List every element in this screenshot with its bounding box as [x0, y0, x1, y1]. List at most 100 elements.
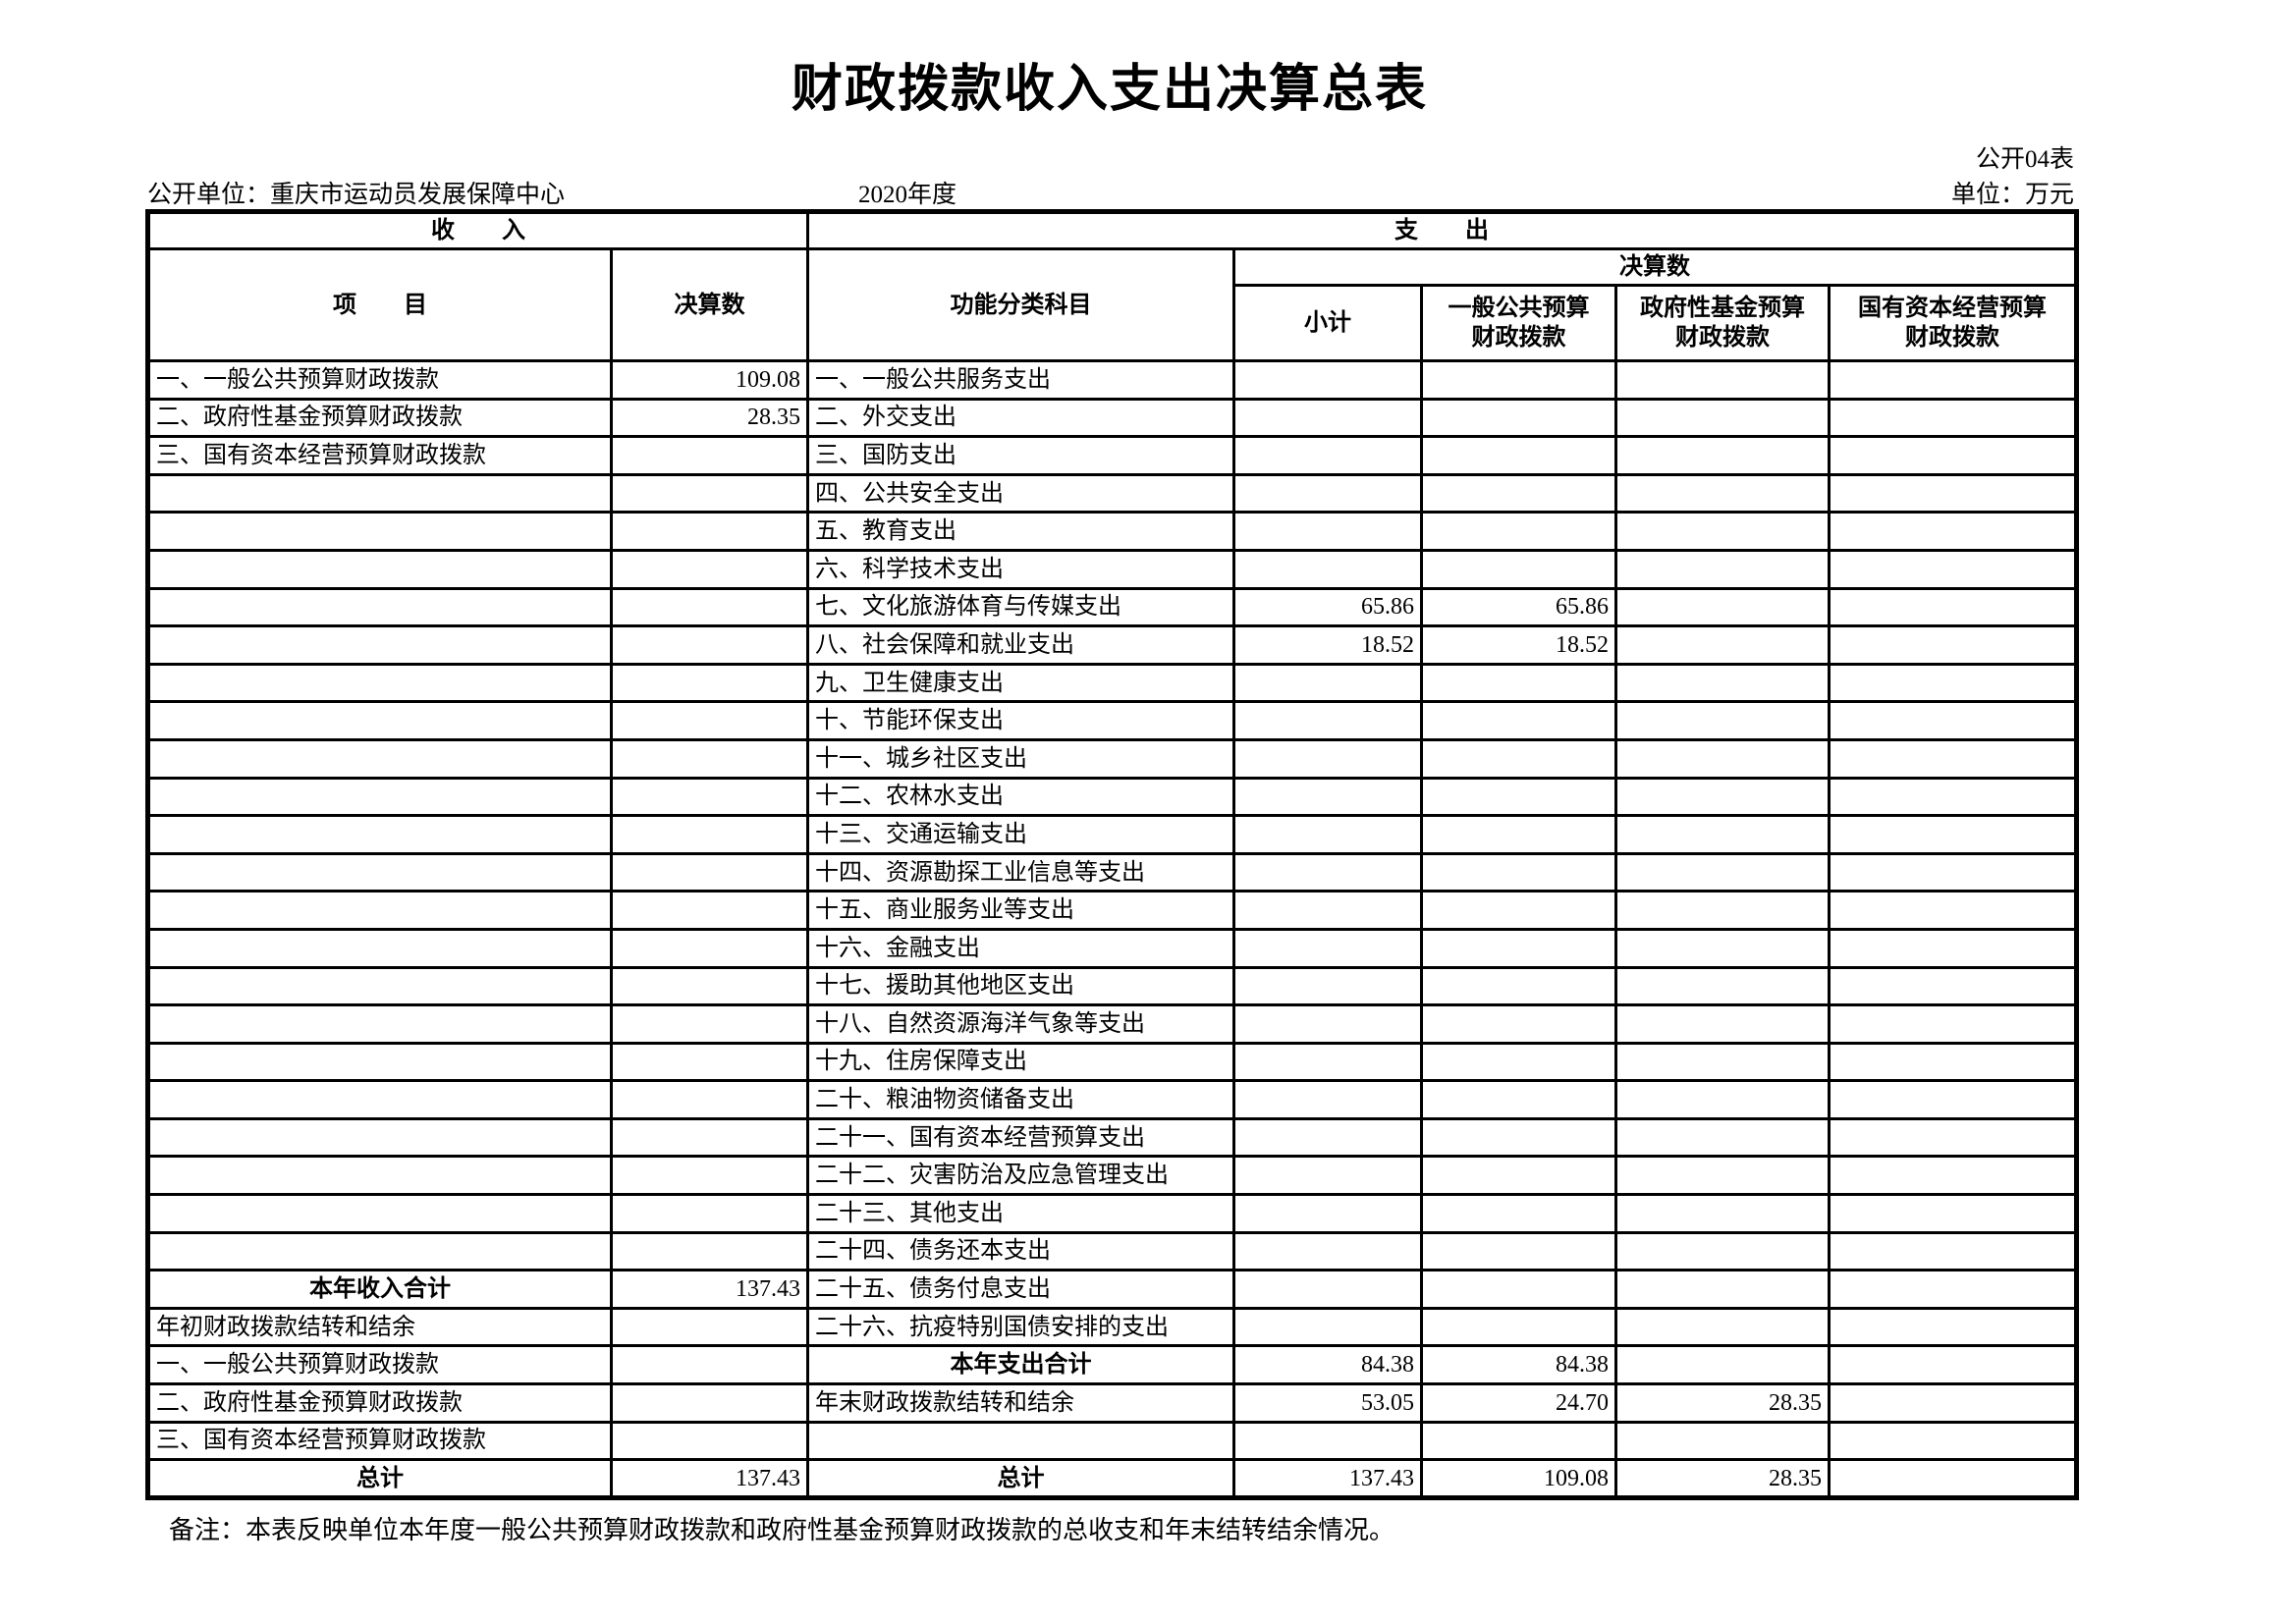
expense-fund-cell: 28.35	[1614, 1458, 1831, 1499]
expense-general-cell	[1420, 1079, 1617, 1120]
expense-subtotal-cell	[1232, 472, 1423, 514]
expense-item-cell: 一、一般公共服务支出	[806, 359, 1235, 401]
income-item-cell: 一、一般公共预算财政拨款	[146, 359, 613, 401]
expense-general-cell	[1420, 851, 1617, 893]
expense-general-cell	[1420, 359, 1617, 401]
expense-capital-cell	[1827, 359, 2079, 401]
expense-capital-cell	[1827, 1116, 2079, 1159]
expense-fund-cell	[1614, 359, 1831, 401]
income-amount-cell	[610, 1382, 809, 1424]
expense-fund-cell	[1614, 965, 1831, 1007]
expense-general-cell	[1420, 472, 1617, 514]
expense-capital-cell	[1827, 1079, 2079, 1120]
expense-general-cell	[1420, 1116, 1617, 1159]
income-item-cell	[146, 927, 613, 969]
expense-capital-cell	[1827, 1193, 2079, 1234]
expense-fund-cell	[1614, 397, 1831, 439]
expense-subtotal-cell	[1232, 927, 1423, 969]
section-header-row: 收 入 支 出	[146, 210, 2079, 250]
expense-fund-cell	[1614, 1193, 1831, 1234]
expense-general-cell	[1420, 700, 1617, 741]
expense-subtotal-cell: 18.52	[1232, 624, 1423, 666]
general-public-budget-column-header: 一般公共预算 财政拨款	[1420, 284, 1617, 362]
income-amount-cell	[610, 1306, 809, 1348]
income-amount-cell	[610, 624, 809, 666]
expense-general-cell	[1420, 1230, 1617, 1272]
table-row: 年初财政拨款结转和结余 二十六、抗疫特别国债安排的支出	[146, 1306, 2079, 1348]
expense-capital-cell	[1827, 927, 2079, 969]
expense-capital-cell	[1827, 776, 2079, 818]
expense-item-cell: 十三、交通运输支出	[806, 814, 1235, 855]
state-capital-budget-column-header: 国有资本经营预算 财政拨款	[1827, 284, 2079, 362]
expense-general-cell	[1420, 890, 1617, 931]
expense-subtotal-cell	[1232, 737, 1423, 780]
expense-subtotal-cell	[1232, 511, 1423, 552]
expense-capital-cell	[1827, 511, 2079, 552]
expense-subtotal-cell: 137.43	[1232, 1458, 1423, 1499]
income-item-cell	[146, 737, 613, 780]
expense-fund-cell	[1614, 435, 1831, 476]
expense-fund-cell	[1614, 1269, 1831, 1310]
table-row: 二十二、灾害防治及应急管理支出	[146, 1155, 2079, 1197]
expense-item-cell: 二十六、抗疫特别国债安排的支出	[806, 1306, 1235, 1348]
income-section-header: 收 入	[146, 210, 809, 250]
expense-fund-cell	[1614, 737, 1831, 780]
expense-capital-cell	[1827, 1306, 2079, 1348]
expense-item-cell: 十二、农林水支出	[806, 776, 1235, 818]
expense-general-cell: 24.70	[1420, 1382, 1617, 1424]
expense-item-cell: 总计	[806, 1458, 1235, 1499]
expense-subtotal-cell	[1232, 397, 1423, 439]
expense-general-cell: 109.08	[1420, 1458, 1617, 1499]
expense-item-cell: 二十三、其他支出	[806, 1193, 1235, 1234]
expense-general-cell	[1420, 1420, 1617, 1462]
expense-general-cell	[1420, 814, 1617, 855]
expense-general-cell	[1420, 511, 1617, 552]
income-item-cell: 二、政府性基金预算财政拨款	[146, 397, 613, 439]
expense-capital-cell	[1827, 435, 2079, 476]
income-amount-cell	[610, 511, 809, 552]
expense-subtotal-cell	[1232, 814, 1423, 855]
income-amount-cell	[610, 851, 809, 893]
income-amount-cell	[610, 1193, 809, 1234]
expense-item-cell: 十、节能环保支出	[806, 700, 1235, 741]
table-row: 六、科学技术支出	[146, 548, 2079, 590]
expense-capital-cell	[1827, 472, 2079, 514]
table-row: 十五、商业服务业等支出	[146, 890, 2079, 931]
table-row: 二、政府性基金预算财政拨款 年末财政拨款结转和结余 53.05 24.70 28.35	[146, 1382, 2079, 1424]
expense-capital-cell	[1827, 586, 2079, 628]
expense-general-cell	[1420, 397, 1617, 439]
expense-general-cell	[1420, 737, 1617, 780]
expense-capital-cell	[1827, 1003, 2079, 1045]
expense-subtotal-cell	[1232, 1306, 1423, 1348]
expense-subtotal-cell	[1232, 1116, 1423, 1159]
expense-subtotal-cell: 65.86	[1232, 586, 1423, 628]
expense-subtotal-cell	[1232, 700, 1423, 741]
expense-subtotal-cell	[1232, 1155, 1423, 1197]
expense-capital-cell	[1827, 1041, 2079, 1083]
table-row: 本年收入合计 137.43 二十五、债务付息支出	[146, 1269, 2079, 1310]
table-row: 五、教育支出	[146, 511, 2079, 552]
expense-capital-cell	[1827, 700, 2079, 741]
income-amount-cell	[610, 662, 809, 704]
expense-general-cell	[1420, 1041, 1617, 1083]
income-amount-cell	[610, 1155, 809, 1197]
expense-subtotal-cell	[1232, 851, 1423, 893]
expense-subtotal-cell	[1232, 1079, 1423, 1120]
income-amount-cell: 109.08	[610, 359, 809, 401]
expense-item-cell: 十四、资源勘探工业信息等支出	[806, 851, 1235, 893]
income-item-cell	[146, 548, 613, 590]
expense-fund-cell	[1614, 586, 1831, 628]
expense-fund-cell	[1614, 1230, 1831, 1272]
expense-general-cell	[1420, 1269, 1617, 1310]
income-amount-cell	[610, 548, 809, 590]
table-head: 收 入 支 出 项 目 决算数 功能分类科目 决算数 小计 一般公共预算 财政拨…	[146, 210, 2079, 362]
expense-capital-cell	[1827, 1382, 2079, 1424]
table-row: 九、卫生健康支出	[146, 662, 2079, 704]
expense-subtotal-cell	[1232, 435, 1423, 476]
income-item-cell	[146, 700, 613, 741]
expense-fund-cell	[1614, 1116, 1831, 1159]
expense-general-cell: 84.38	[1420, 1344, 1617, 1386]
meta-line: 公开单位：重庆市运动员发展保障中心 2020年度 单位：万元	[145, 175, 2074, 208]
income-item-cell	[146, 1041, 613, 1083]
table-row: 二十、粮油物资储备支出	[146, 1079, 2079, 1120]
